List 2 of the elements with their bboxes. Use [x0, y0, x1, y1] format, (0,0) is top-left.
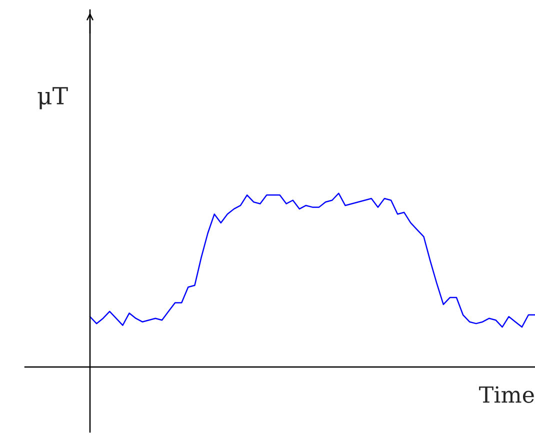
y-axis-title: μT	[38, 87, 68, 110]
x-axis-title: Time	[479, 386, 534, 403]
